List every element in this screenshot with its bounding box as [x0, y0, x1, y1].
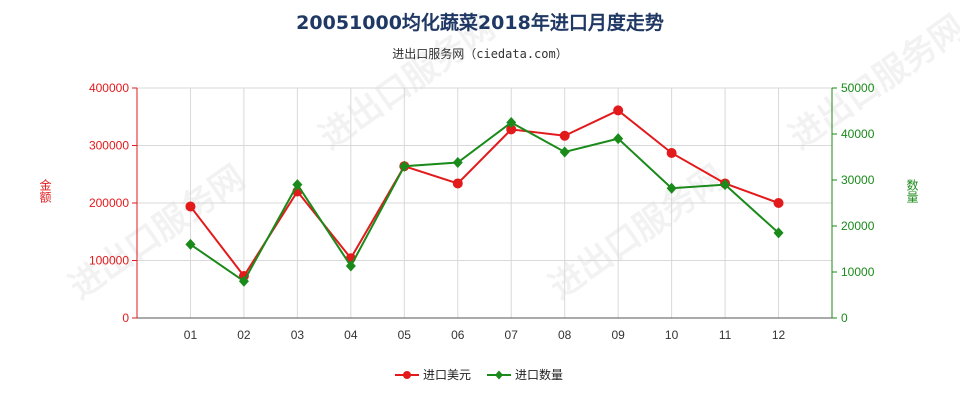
series-line-2 — [189, 121, 780, 283]
data-point-amount — [185, 201, 196, 212]
data-point-amount — [452, 178, 463, 189]
legend-marker-2 — [495, 370, 503, 380]
legend-label-2: 进口数量 — [515, 367, 563, 382]
data-point-quantity — [720, 179, 731, 191]
x-axis-tick-label: 11 — [719, 328, 732, 342]
x-axis-tick-label: 09 — [611, 328, 625, 342]
x-axis-tick-label: 01 — [184, 328, 198, 342]
x-axis-tick-label: 05 — [398, 328, 412, 342]
right-axis-tick-label: 20000 — [841, 219, 875, 233]
legend-label-1: 进口美元 — [423, 368, 471, 382]
x-axis-tick-label: 10 — [665, 328, 679, 342]
right-axis-title: 数量 — [905, 178, 919, 203]
left-axis-title: 金额 — [38, 178, 52, 204]
data-point-amount — [773, 198, 784, 208]
data-point-quantity — [773, 227, 784, 239]
data-point-quantity — [399, 160, 410, 172]
left-axis-tick-label: 200000 — [89, 196, 129, 210]
left-axis-tick-label: 0 — [122, 311, 129, 325]
data-point-quantity — [452, 157, 463, 169]
data-point-quantity — [559, 146, 570, 158]
x-axis-tick-label: 06 — [451, 328, 465, 342]
data-point-quantity — [666, 182, 677, 194]
data-point-amount — [559, 130, 570, 141]
right-axis-tick-label: 50000 — [841, 81, 875, 95]
data-point-quantity — [506, 117, 517, 128]
axes: 0 100000 200000 300000 400000 0 10000 20000 3000… — [38, 81, 919, 342]
series-layer — [185, 105, 784, 287]
x-axis-tick-label: 08 — [558, 328, 572, 342]
right-axis-tick-label: 10000 — [841, 265, 875, 279]
x-axis-tick-label: 03 — [291, 328, 305, 342]
legend-marker-1 — [403, 371, 411, 379]
x-axis-tick-label: 07 — [505, 328, 519, 342]
right-axis-tick-label: 30000 — [841, 173, 875, 187]
right-axis-tick-label: 0 — [841, 311, 848, 325]
data-point-amount — [506, 124, 517, 135]
left-axis-tick-label: 300000 — [89, 139, 129, 153]
series-line-1 — [189, 109, 779, 278]
watermark-text: 进出口服务网 — [312, 8, 502, 158]
x-axis-tick-label: 04 — [344, 328, 358, 342]
left-axis-tick-label: 400000 — [89, 81, 129, 95]
data-point-amount — [666, 147, 677, 158]
x-axis-tick-label: 12 — [772, 328, 786, 342]
data-point-quantity — [238, 275, 249, 287]
right-axis-tick-label: 40000 — [841, 127, 875, 141]
x-axis-tick-label: 02 — [237, 328, 251, 342]
watermark-text: 进出口服务网 — [542, 158, 732, 308]
left-axis-tick-label: 100000 — [89, 254, 129, 268]
data-point-quantity — [185, 238, 196, 250]
data-point-quantity — [345, 260, 356, 272]
chart-title: 20051000均化蔬菜2018年进口月度走势 — [296, 12, 664, 34]
chart-subtitle: 进出口服务网（ciedata.com） — [392, 47, 568, 61]
data-point-quantity — [613, 133, 624, 145]
watermark-text: 进出口服务网 — [62, 158, 252, 308]
data-point-amount — [613, 105, 624, 116]
legend: 进口美元 进口数量 — [395, 367, 563, 382]
data-point-quantity — [292, 179, 303, 191]
